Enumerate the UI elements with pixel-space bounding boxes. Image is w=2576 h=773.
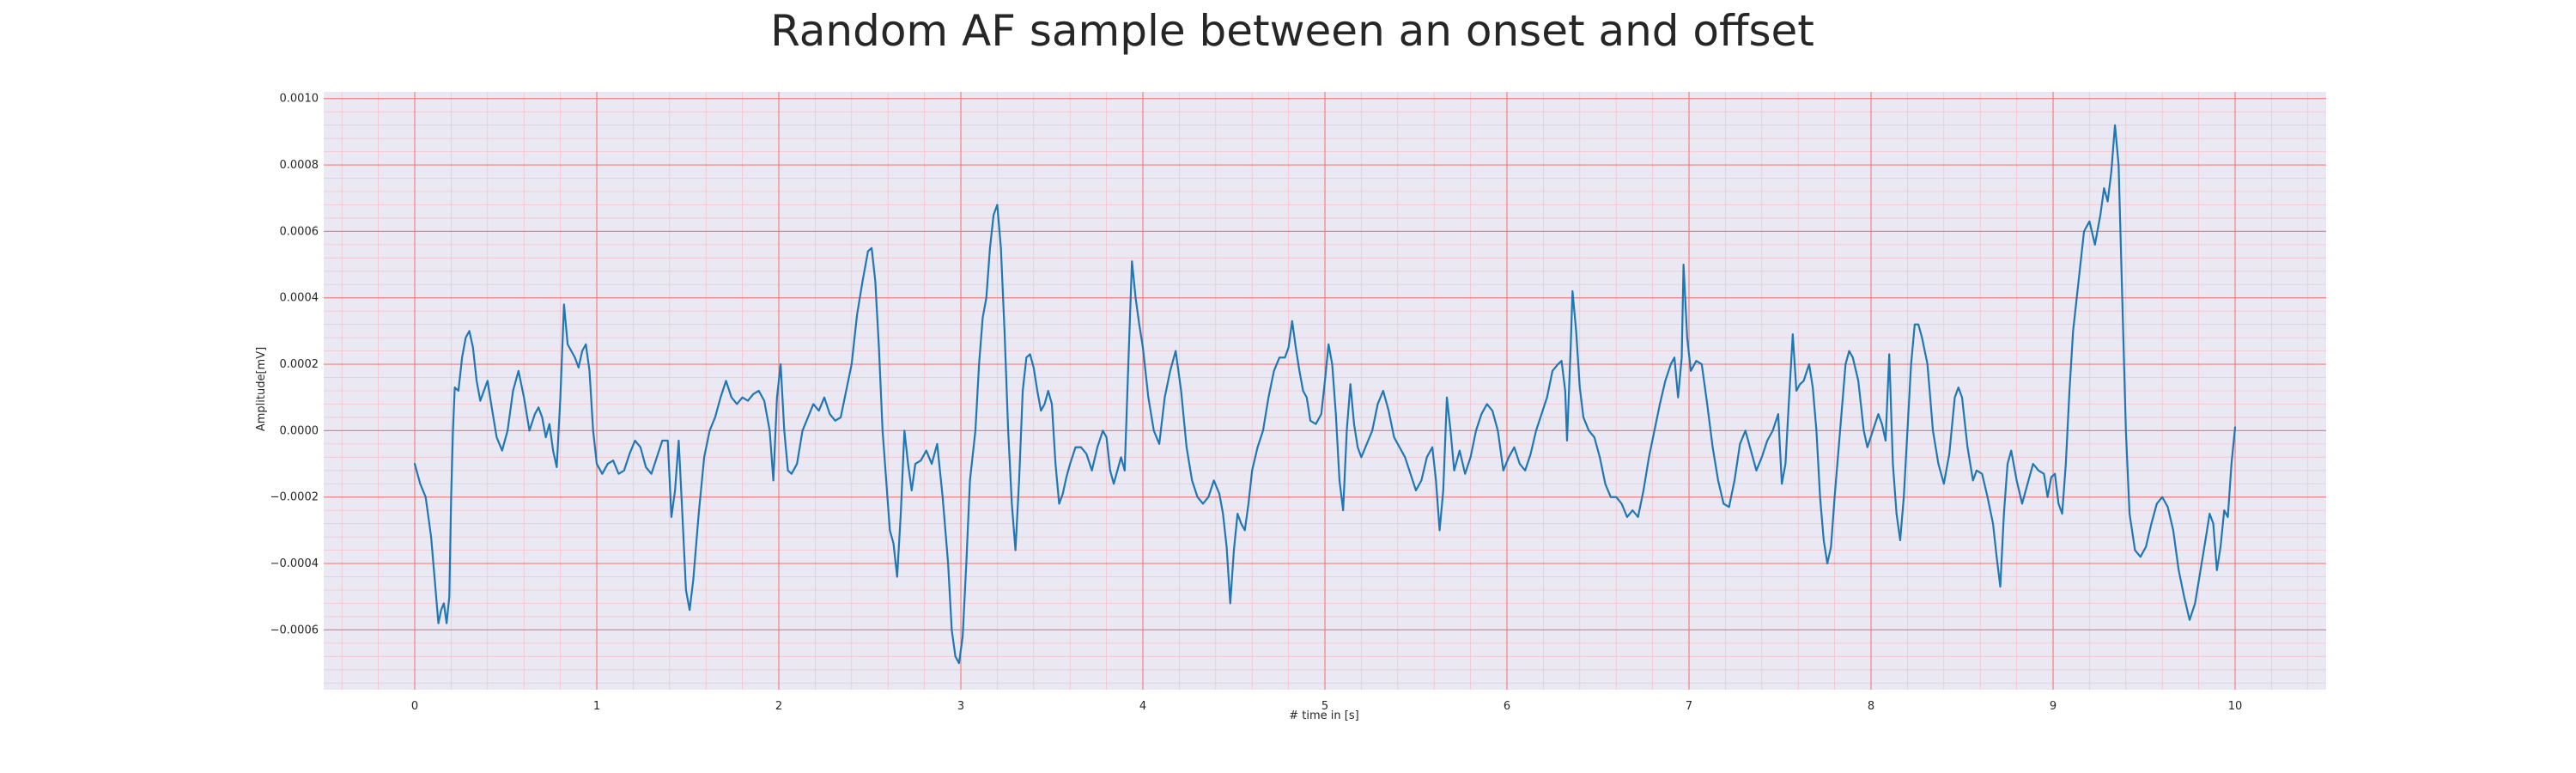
- x-tick-label: 3: [957, 700, 964, 713]
- y-axis-label: Amplitude[mV]: [255, 347, 268, 431]
- plot-area: [324, 92, 2326, 690]
- y-tick-label: −0.0004: [270, 557, 319, 570]
- x-tick-label: 1: [593, 700, 600, 713]
- x-tick-label: 4: [1139, 700, 1146, 713]
- x-tick-label: 5: [1321, 700, 1328, 713]
- x-tick-label: 9: [2050, 700, 2057, 713]
- y-tick-label: −0.0002: [270, 491, 319, 504]
- y-tick-label: 0.0010: [280, 93, 319, 106]
- x-tick-label: 8: [1868, 700, 1874, 713]
- y-tick-label: 0.0000: [280, 424, 319, 437]
- series-layer: [413, 124, 2237, 665]
- x-tick-label: 6: [1504, 700, 1510, 713]
- x-tick-label: 2: [775, 700, 782, 713]
- y-tick-label: 0.0008: [280, 159, 319, 172]
- y-tick-label: 0.0004: [280, 292, 319, 305]
- major-grid: [324, 92, 2326, 690]
- y-tick-label: 0.0002: [280, 358, 319, 371]
- x-tick-label: 7: [1686, 700, 1692, 713]
- y-tick-label: −0.0006: [270, 624, 319, 636]
- x-axis-label: # time in [s]: [1289, 709, 1358, 722]
- chart-title: Random AF sample between an onset and of…: [770, 6, 1814, 56]
- x-axis-ticks: 0 1 2 3 4 5 6 7 8 9 10: [411, 700, 2242, 713]
- x-tick-label: 0: [411, 700, 418, 713]
- x-tick-label: 10: [2228, 700, 2243, 713]
- y-tick-label: 0.0006: [280, 225, 319, 238]
- series-line: [413, 124, 2237, 665]
- y-axis-ticks: −0.0006 −0.0004 −0.0002 0.0000 0.0002 0.0004 0…: [270, 93, 319, 637]
